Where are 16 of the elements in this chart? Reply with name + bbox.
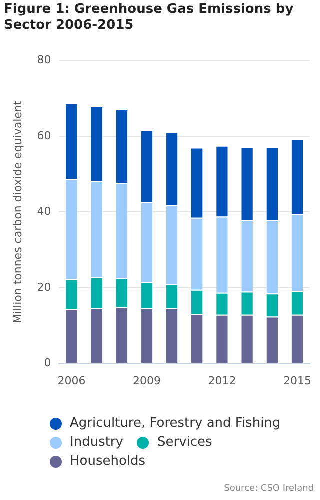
y-tick-label: 80 <box>37 53 52 66</box>
x-tick-label: 2009 <box>132 374 161 388</box>
y-tick-label: 60 <box>37 129 52 142</box>
legend-label: Services <box>157 435 212 450</box>
x-tick-label: 2015 <box>283 374 312 388</box>
x-tick-label: 2012 <box>208 374 236 388</box>
legend-label: Industry <box>70 435 124 450</box>
y-tick-label: 20 <box>37 280 52 294</box>
chart-title: Figure 1: Greenhouse Gas Emissions by Sector 2006-2015 <box>4 2 295 34</box>
y-tick-label: 0 <box>44 356 52 370</box>
source-note: Source: CSO Ireland <box>224 484 314 494</box>
legend-label: Agriculture, Forestry and Fishing <box>70 416 281 431</box>
legend-label: Households <box>70 454 146 469</box>
x-tick-label: 2006 <box>58 374 86 388</box>
y-tick-label: 40 <box>37 205 52 218</box>
y-axis-title: Million tonnes carbon dioxide equivalent <box>11 100 24 324</box>
